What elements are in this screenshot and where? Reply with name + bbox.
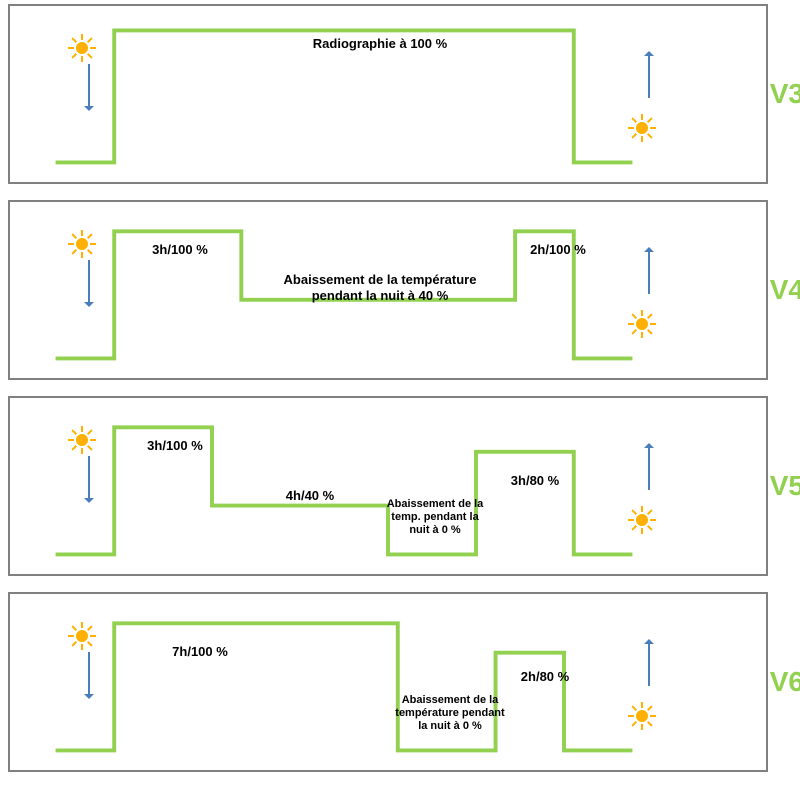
panel-label: V4 bbox=[770, 274, 800, 306]
annotation-text: 7h/100 % bbox=[140, 644, 260, 660]
arrow-up-icon bbox=[648, 252, 650, 294]
annotation-text: 2h/100 % bbox=[518, 242, 598, 258]
annotation-text: 3h/100 % bbox=[125, 438, 225, 454]
sun-right-icon bbox=[630, 116, 654, 140]
annotation-text: Abaissement de la température pendant la… bbox=[395, 694, 505, 734]
annotation-text: 2h/80 % bbox=[505, 669, 585, 685]
panel-v4: V43h/100 %Abaissement de la température … bbox=[8, 200, 768, 380]
arrow-down-icon bbox=[88, 260, 90, 302]
annotation-text: Radiographie à 100 % bbox=[280, 36, 480, 52]
arrow-up-icon bbox=[648, 644, 650, 686]
sun-right-icon bbox=[630, 704, 654, 728]
sun-left-icon bbox=[70, 624, 94, 648]
arrow-down-icon bbox=[88, 64, 90, 106]
arrow-down-icon bbox=[88, 652, 90, 694]
sun-left-icon bbox=[70, 428, 94, 452]
annotation-text: Abaissement de la température pendant la… bbox=[260, 272, 500, 303]
panel-v3: V3Radiographie à 100 % bbox=[8, 4, 768, 184]
panel-v5: V53h/100 %4h/40 %Abaissement de la temp.… bbox=[8, 396, 768, 576]
arrow-up-icon bbox=[648, 56, 650, 98]
sun-right-icon bbox=[630, 312, 654, 336]
annotation-text: 3h/80 % bbox=[485, 473, 585, 489]
annotation-text: 4h/40 % bbox=[260, 488, 360, 504]
arrow-down-icon bbox=[88, 456, 90, 498]
annotation-text: 3h/100 % bbox=[130, 242, 230, 258]
panel-label: V5 bbox=[770, 470, 800, 502]
annotation-text: Abaissement de la temp. pendant la nuit … bbox=[385, 498, 485, 538]
sun-left-icon bbox=[70, 36, 94, 60]
panel-label: V3 bbox=[770, 78, 800, 110]
arrow-up-icon bbox=[648, 448, 650, 490]
profile-line bbox=[10, 6, 766, 182]
profile-line bbox=[10, 594, 766, 770]
profile-line bbox=[10, 398, 766, 574]
sun-right-icon bbox=[630, 508, 654, 532]
panel-label: V6 bbox=[770, 666, 800, 698]
panel-v6: V67h/100 %Abaissement de la température … bbox=[8, 592, 768, 772]
sun-left-icon bbox=[70, 232, 94, 256]
